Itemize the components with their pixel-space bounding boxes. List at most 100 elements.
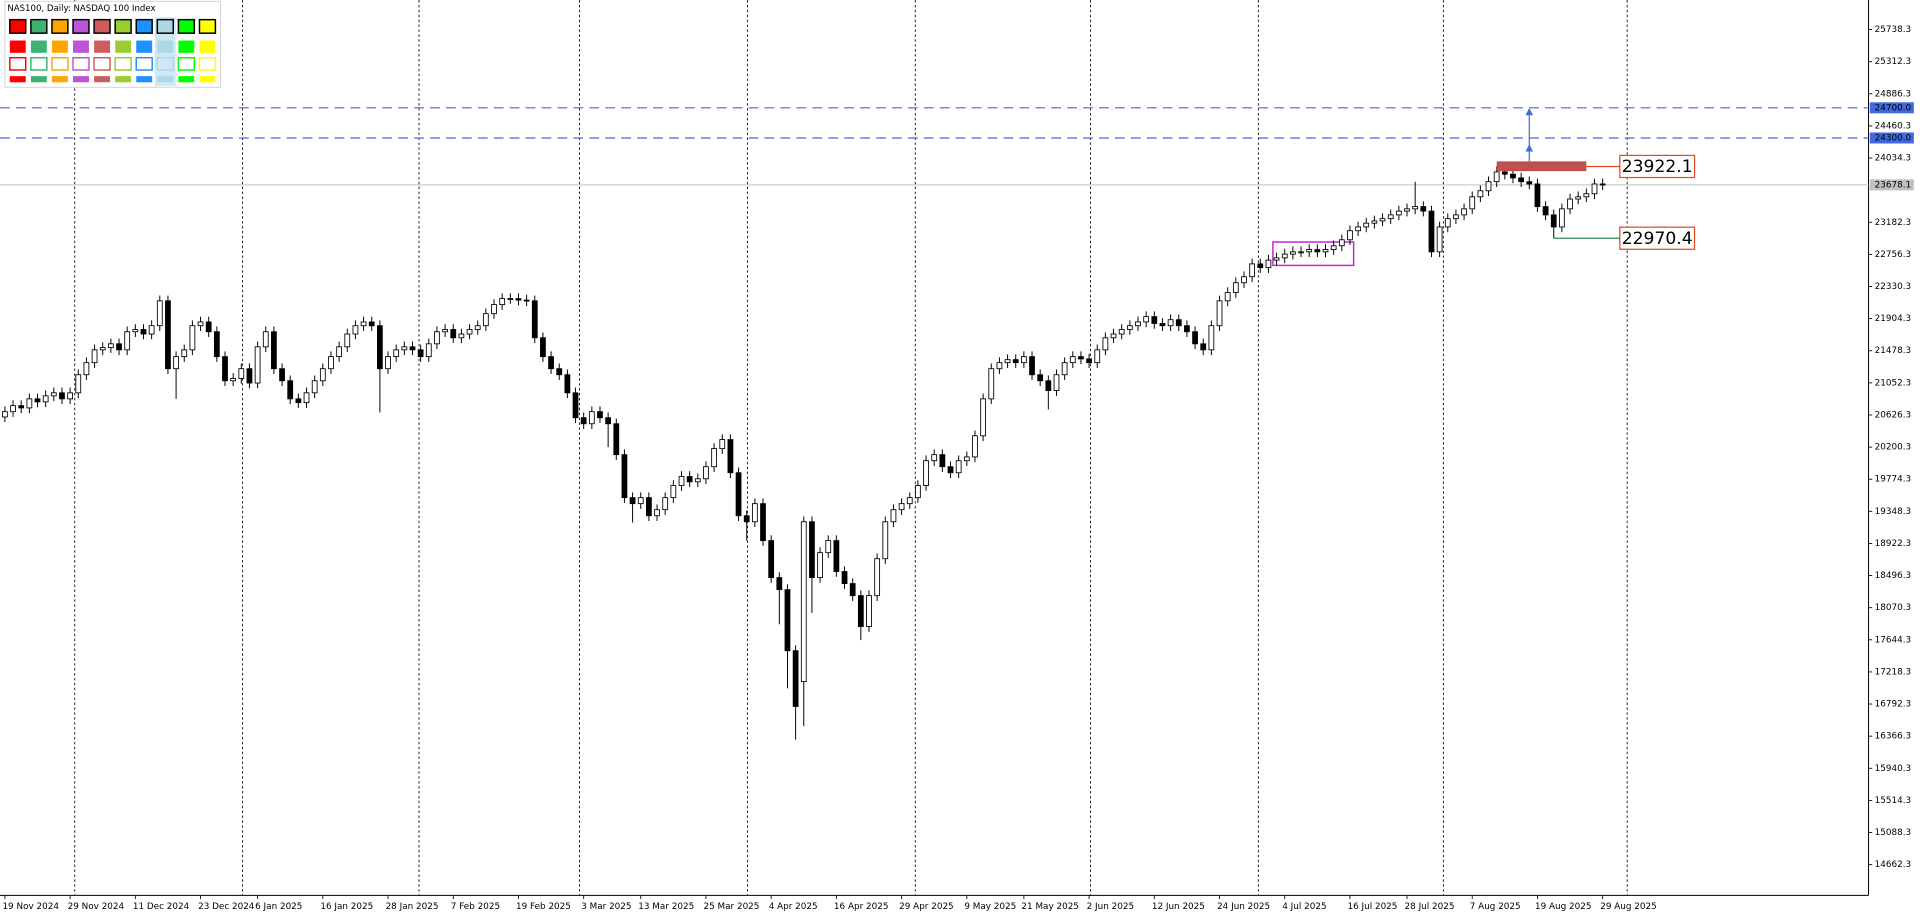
candle-body (515, 298, 522, 301)
y-tick-label: 21904.3 (1875, 314, 1911, 324)
arrow-head (1525, 107, 1533, 116)
swatch[interactable] (73, 40, 89, 53)
level-box (1869, 132, 1914, 144)
candle-body (1184, 325, 1190, 333)
swatch[interactable] (94, 40, 111, 53)
swatch[interactable] (199, 76, 216, 83)
candle-body (1550, 214, 1557, 228)
candle-body (450, 329, 457, 339)
x-tick-label: 25 Mar 2025 (704, 902, 760, 912)
swatch[interactable] (93, 56, 111, 71)
swatch[interactable] (114, 18, 132, 34)
swatch[interactable] (136, 76, 153, 83)
candle-body (2, 411, 8, 418)
candle-body (1485, 181, 1492, 192)
candle-body (1126, 325, 1133, 330)
candle-body (548, 356, 554, 370)
candle-body (1477, 190, 1484, 198)
candle-body (1404, 208, 1410, 212)
candle-body (678, 476, 685, 486)
swatch[interactable] (177, 18, 196, 34)
candle-body (295, 398, 302, 404)
candle-body (1192, 331, 1198, 345)
candle-body (1330, 245, 1337, 250)
candle-body (124, 331, 131, 351)
candle-body (955, 460, 962, 474)
swatch[interactable] (30, 18, 48, 34)
swatch[interactable] (73, 76, 89, 83)
candle-body (1200, 343, 1207, 351)
candle-body (1559, 208, 1565, 228)
swatch[interactable] (115, 76, 132, 83)
swatch[interactable] (72, 18, 90, 34)
candle-body (75, 374, 82, 394)
swatch[interactable] (157, 40, 174, 53)
candle-body (882, 521, 889, 560)
candle-body (91, 349, 98, 364)
swatch[interactable] (30, 56, 48, 71)
swatch[interactable] (178, 40, 195, 53)
y-tick-label: 19348.3 (1875, 507, 1911, 517)
candle-body (1371, 220, 1378, 224)
swatch[interactable] (51, 18, 69, 34)
swatch[interactable] (30, 76, 47, 83)
candle-body (1265, 259, 1272, 269)
swatch[interactable] (135, 18, 153, 34)
candle-body (572, 392, 579, 419)
candle-body (1175, 319, 1182, 327)
swatch[interactable] (94, 76, 111, 83)
candle-body (442, 329, 448, 333)
swatch[interactable] (51, 56, 69, 71)
swatch[interactable] (114, 56, 132, 71)
swatch[interactable] (9, 18, 27, 34)
candle-body (18, 405, 25, 409)
candle-body (1347, 230, 1353, 241)
candle-body (246, 368, 253, 384)
candle-body (1591, 183, 1598, 195)
swatch[interactable] (51, 76, 68, 83)
candle-body (156, 300, 163, 327)
x-tick-label: 23 Dec 2024 (198, 902, 255, 912)
candle-body (474, 325, 481, 330)
swatch[interactable] (51, 40, 68, 53)
month-separators (74, 0, 1628, 896)
candle-body (1118, 329, 1125, 335)
candle-body (238, 368, 245, 379)
swatch[interactable] (178, 76, 195, 83)
candle-body (140, 329, 147, 335)
swatch[interactable] (157, 76, 174, 83)
price-label-box (1619, 154, 1696, 179)
candle-body (1567, 198, 1573, 210)
swatch[interactable] (9, 40, 26, 53)
swatch[interactable] (177, 56, 196, 71)
candle-body (523, 299, 530, 302)
candle-body (1053, 374, 1060, 391)
candle-body (727, 439, 734, 474)
swatch[interactable] (9, 56, 27, 71)
swatch[interactable] (136, 40, 153, 53)
swatch[interactable] (156, 56, 174, 71)
candle-body (222, 356, 228, 382)
swatch[interactable] (115, 40, 132, 53)
swatch[interactable] (156, 18, 174, 34)
candle-body (491, 304, 497, 315)
swatch[interactable] (135, 56, 153, 71)
candle-body (646, 497, 652, 517)
swatch[interactable] (72, 56, 90, 71)
level-box (1869, 102, 1914, 114)
candle-body (915, 485, 921, 499)
swatch[interactable] (198, 56, 217, 71)
candle-body (254, 346, 261, 384)
x-tick-label: 3 Mar 2025 (581, 902, 631, 912)
swatch[interactable] (30, 40, 47, 53)
x-tick-label: 24 Jun 2025 (1217, 902, 1270, 912)
swatch[interactable] (199, 40, 216, 53)
candle-body (1012, 359, 1019, 364)
candle-body (507, 298, 514, 300)
swatch[interactable] (93, 18, 111, 34)
candle-body (931, 454, 938, 462)
swatch[interactable] (9, 76, 26, 83)
swatch[interactable] (198, 18, 217, 34)
